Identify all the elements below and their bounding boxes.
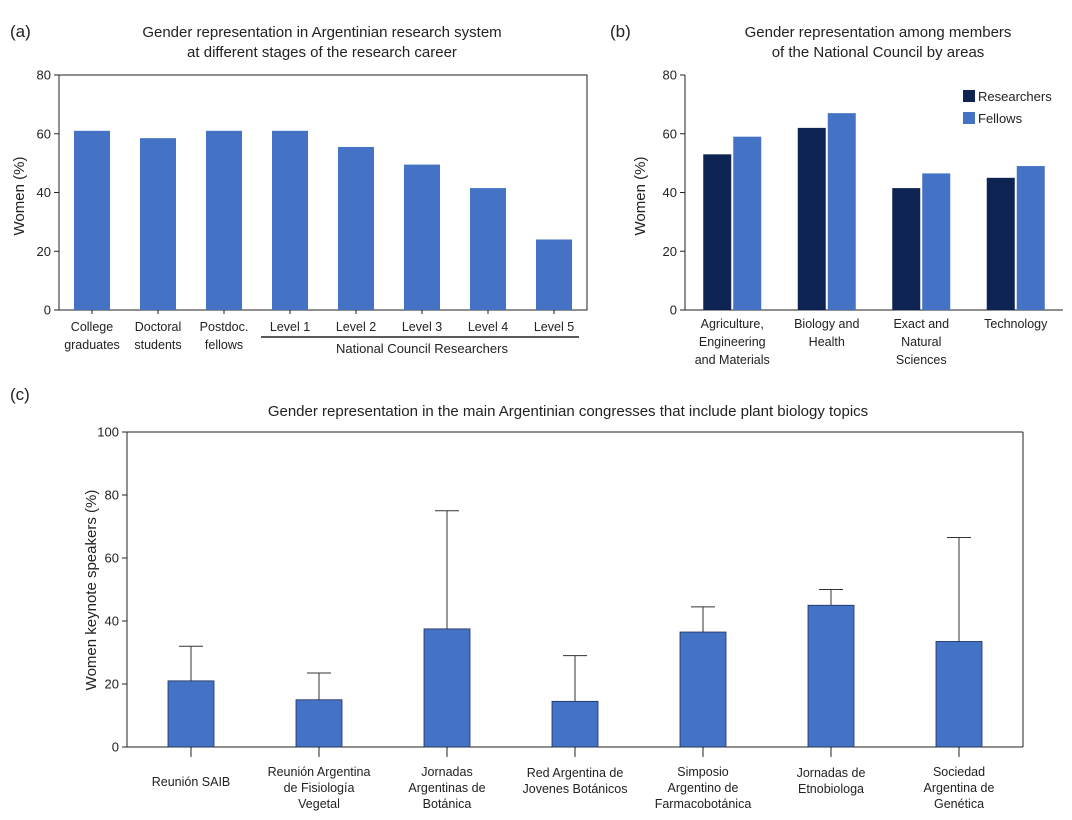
panel-a-y-axis-title: Women (%) [11, 157, 28, 236]
panel-b-bar-fellows [922, 173, 951, 310]
panel-b-bar-researchers [703, 154, 732, 310]
panel-c-y-tick-label: 100 [97, 425, 119, 440]
panel-c-category-label: Jornadas Argentinas de Botánica [408, 765, 485, 811]
panel-a-bar [74, 130, 110, 310]
panel-b-y-tick-label: 0 [670, 303, 677, 318]
panel-a-category-label: Doctoral students [134, 320, 181, 352]
panel-b-category-label: Technology [984, 317, 1048, 331]
panel-a-title-line-2: at different stages of the research care… [187, 44, 457, 61]
panel-a-y-tick-label: 0 [44, 303, 51, 318]
panel-b-y-tick-label: 60 [663, 126, 677, 141]
panel-b-legend-label: Fellows [978, 111, 1023, 126]
panel-c-bar [295, 699, 343, 748]
panel-a-y-tick-label: 20 [37, 244, 51, 259]
panel-b-category-label: Biology and Health [794, 317, 859, 349]
panel-c-bar [551, 700, 599, 748]
panel-a-title-line-1: Gender representation in Argentinian res… [142, 24, 501, 41]
panel-b-y-tick-label: 80 [663, 68, 677, 83]
panel-a-y-tick-label: 40 [37, 185, 51, 200]
panel-b-category-label: Exact and Natural Sciences [893, 317, 949, 367]
panel-c-y-tick-label: 60 [105, 551, 119, 566]
panel-c-y-axis-title: Women keynote speakers (%) [83, 490, 100, 691]
panel-a-bar [140, 138, 176, 310]
panel-c-category-label: Reunión Argentina de Fisiología Vegetal [268, 765, 371, 811]
panel-b-legend-swatch [963, 112, 975, 124]
panel-b-y-axis-title: Women (%) [632, 157, 649, 236]
panel-a-group-label: National Council Researchers [336, 341, 508, 356]
panel-b-legend-swatch [963, 90, 975, 102]
panel-c-category-label: Simposio Argentino de Farmacobotánica [655, 765, 752, 811]
panel-c-bar [679, 631, 727, 748]
panel-a-bar [206, 130, 242, 310]
panel-c-category-label: Red Argentina de Jovenes Botánicos [523, 766, 628, 796]
panel-b-title-line-1: Gender representation among members [745, 24, 1012, 41]
panel-c-y-tick-label: 20 [105, 677, 119, 692]
panel-a-bar [536, 239, 572, 310]
panel-a-label: (a) [10, 22, 31, 41]
panel-c-bar [167, 680, 215, 748]
panel-a-category-label: Level 5 [534, 320, 574, 334]
panel-a-category-label: College graduates [64, 320, 120, 352]
panel-c-bar [935, 641, 983, 748]
panel-b: (b) Gender representation among members … [610, 22, 1063, 367]
panel-b-label: (b) [610, 22, 631, 41]
panel-b-category-label: Agriculture, Engineering and Materials [695, 317, 770, 367]
panel-c-label: (c) [10, 385, 30, 404]
panel-a: (a) Gender representation in Argentinian… [10, 22, 588, 356]
panel-a-plot-frame [58, 74, 588, 311]
panel-b-bar-fellows [733, 136, 762, 310]
panel-a-category-label: Level 4 [468, 320, 508, 334]
panel-c: (c) Gender representation in the main Ar… [10, 385, 1024, 811]
panel-a-category-label: Level 1 [270, 320, 310, 334]
panel-c-y-tick-label: 40 [105, 614, 119, 629]
panel-c-bar [423, 628, 471, 748]
panel-b-title-line-2: of the National Council by areas [772, 44, 985, 61]
panel-b-bar-researchers [797, 127, 826, 310]
panel-c-bar [807, 604, 855, 748]
panel-c-category-label: Jornadas de Etnobiologa [797, 766, 866, 796]
panel-b-y-tick-label: 20 [663, 244, 677, 259]
panel-c-title: Gender representation in the main Argent… [268, 403, 868, 420]
panel-c-category-label: Sociedad Argentina de Genética [924, 765, 995, 811]
panel-a-category-label: Postdoc. fellows [200, 320, 249, 352]
panel-b-y-tick-label: 40 [663, 185, 677, 200]
panel-a-bar [404, 164, 440, 310]
panel-a-category-label: Level 3 [402, 320, 442, 334]
panel-b-bar-researchers [986, 177, 1015, 310]
panel-a-bar [272, 130, 308, 310]
panel-b-bar-researchers [892, 188, 921, 310]
panel-c-y-tick-label: 80 [105, 488, 119, 503]
panel-a-bar [470, 188, 506, 310]
panel-b-legend-label: Researchers [978, 89, 1052, 104]
panel-a-bar [338, 146, 374, 310]
panel-c-category-label: Reunión SAIB [152, 775, 231, 789]
panel-a-y-tick-label: 60 [37, 126, 51, 141]
panel-a-y-tick-label: 80 [37, 68, 51, 83]
panel-b-bar-fellows [827, 113, 856, 310]
panel-c-y-tick-label: 0 [112, 740, 119, 755]
panel-a-category-label: Level 2 [336, 320, 376, 334]
panel-b-bar-fellows [1016, 166, 1045, 310]
